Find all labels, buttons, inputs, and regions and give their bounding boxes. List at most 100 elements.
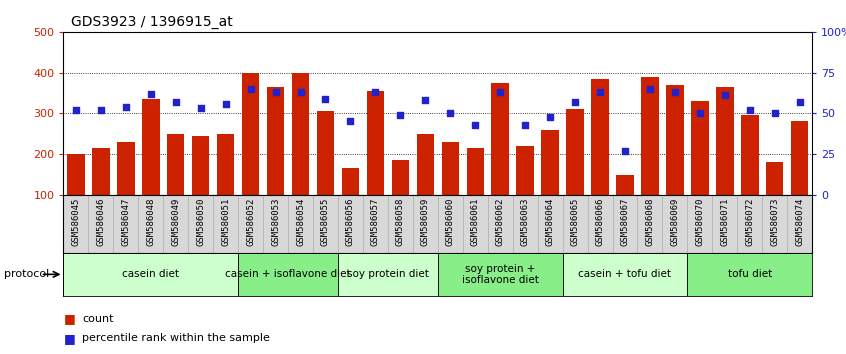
- Bar: [392, 160, 409, 195]
- Point: [119, 104, 133, 110]
- Text: GSM586058: GSM586058: [396, 198, 405, 246]
- Text: GDS3923 / 1396915_at: GDS3923 / 1396915_at: [71, 16, 233, 29]
- Bar: [413, 195, 437, 253]
- Point: [618, 148, 632, 154]
- Bar: [342, 168, 360, 195]
- Text: GSM586056: GSM586056: [346, 198, 355, 246]
- Bar: [766, 162, 783, 195]
- Bar: [662, 195, 687, 253]
- Bar: [566, 109, 584, 195]
- Text: GSM586074: GSM586074: [795, 198, 805, 246]
- Bar: [791, 121, 809, 195]
- Text: GSM586060: GSM586060: [446, 198, 455, 246]
- Text: percentile rank within the sample: percentile rank within the sample: [82, 333, 270, 343]
- Bar: [416, 133, 434, 195]
- Bar: [613, 195, 637, 253]
- Text: GSM586072: GSM586072: [745, 198, 755, 246]
- Bar: [88, 195, 113, 253]
- Bar: [762, 195, 787, 253]
- Bar: [563, 195, 587, 253]
- Text: GSM586057: GSM586057: [371, 198, 380, 246]
- Bar: [316, 111, 334, 195]
- Text: GSM586068: GSM586068: [645, 198, 655, 246]
- Point: [668, 89, 682, 95]
- Bar: [487, 195, 513, 253]
- Text: GSM586059: GSM586059: [420, 198, 430, 246]
- Point: [493, 89, 507, 95]
- Point: [393, 112, 407, 118]
- Bar: [541, 130, 559, 195]
- Bar: [338, 195, 363, 253]
- Bar: [63, 253, 238, 296]
- Text: GSM586051: GSM586051: [221, 198, 230, 246]
- Point: [469, 122, 482, 127]
- Text: GSM586049: GSM586049: [171, 198, 180, 246]
- Text: count: count: [82, 314, 113, 324]
- Text: casein + isoflavone diet: casein + isoflavone diet: [225, 269, 351, 279]
- Bar: [138, 195, 163, 253]
- Point: [593, 89, 607, 95]
- Bar: [238, 195, 263, 253]
- Text: soy protein diet: soy protein diet: [347, 269, 429, 279]
- Point: [643, 86, 656, 92]
- Bar: [242, 73, 260, 195]
- Bar: [437, 195, 463, 253]
- Point: [569, 99, 582, 105]
- Point: [94, 107, 107, 113]
- Bar: [516, 146, 534, 195]
- Bar: [142, 99, 160, 195]
- Bar: [563, 253, 687, 296]
- Text: GSM586071: GSM586071: [720, 198, 729, 246]
- Point: [419, 97, 432, 103]
- Point: [294, 89, 307, 95]
- Point: [169, 99, 183, 105]
- Point: [543, 114, 557, 119]
- Bar: [192, 136, 210, 195]
- Text: GSM586055: GSM586055: [321, 198, 330, 246]
- Bar: [363, 195, 387, 253]
- Text: GSM586046: GSM586046: [96, 198, 106, 246]
- Text: GSM586047: GSM586047: [121, 198, 130, 246]
- Text: protocol: protocol: [4, 269, 49, 279]
- Bar: [666, 85, 684, 195]
- Bar: [288, 195, 313, 253]
- Bar: [92, 148, 110, 195]
- Text: GSM586061: GSM586061: [470, 198, 480, 246]
- Text: GSM586073: GSM586073: [770, 198, 779, 246]
- Point: [269, 89, 283, 95]
- Point: [718, 92, 732, 98]
- Point: [369, 89, 382, 95]
- Bar: [188, 195, 213, 253]
- Text: GSM586065: GSM586065: [570, 198, 580, 246]
- Text: GSM586069: GSM586069: [670, 198, 679, 246]
- Point: [144, 91, 157, 97]
- Text: GSM586064: GSM586064: [546, 198, 555, 246]
- Bar: [712, 195, 737, 253]
- Bar: [67, 154, 85, 195]
- Point: [768, 110, 782, 116]
- Text: soy protein +
isoflavone diet: soy protein + isoflavone diet: [462, 263, 539, 285]
- Point: [244, 86, 257, 92]
- Bar: [641, 77, 659, 195]
- Bar: [217, 133, 234, 195]
- Bar: [637, 195, 662, 253]
- Point: [743, 107, 756, 113]
- Text: casein + tofu diet: casein + tofu diet: [579, 269, 672, 279]
- Point: [219, 101, 233, 106]
- Bar: [687, 195, 712, 253]
- Point: [793, 99, 806, 105]
- Text: GSM586053: GSM586053: [271, 198, 280, 246]
- Bar: [466, 148, 484, 195]
- Bar: [691, 101, 709, 195]
- Bar: [737, 195, 762, 253]
- Text: casein diet: casein diet: [123, 269, 179, 279]
- Bar: [513, 195, 538, 253]
- Bar: [213, 195, 238, 253]
- Bar: [167, 133, 184, 195]
- Bar: [266, 87, 284, 195]
- Bar: [113, 195, 138, 253]
- Point: [443, 110, 457, 116]
- Bar: [587, 195, 613, 253]
- Text: GSM586045: GSM586045: [71, 198, 80, 246]
- Point: [343, 119, 357, 124]
